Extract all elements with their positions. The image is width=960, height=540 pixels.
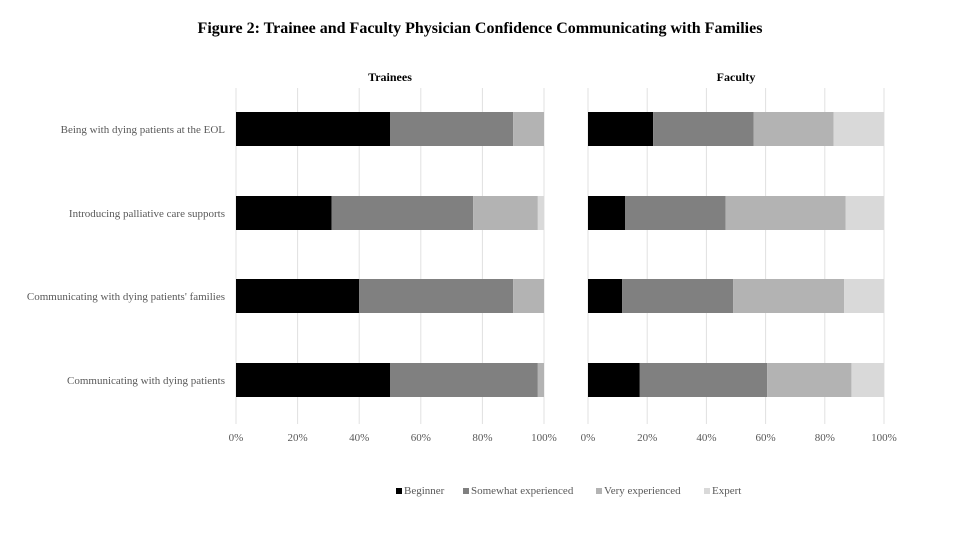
legend-swatch-expert bbox=[704, 488, 710, 494]
panel-faculty-bar-very-experienced bbox=[733, 279, 845, 313]
figure-title: Figure 2: Trainee and Faculty Physician … bbox=[197, 20, 763, 37]
panel-faculty-bar-expert bbox=[833, 112, 884, 146]
panel-faculty-bar-beginner bbox=[588, 363, 640, 397]
category-label: Communicating with dying patients bbox=[67, 375, 225, 387]
panel-faculty-tick-label: 0% bbox=[581, 432, 596, 444]
panel-trainees-bar-very-experienced bbox=[513, 112, 544, 146]
category-label: Communicating with dying patients' famil… bbox=[27, 291, 225, 303]
panel-faculty-bar-very-experienced bbox=[767, 363, 852, 397]
legend-swatch-very-experienced bbox=[596, 488, 602, 494]
legend-label: Beginner bbox=[404, 485, 445, 497]
panel-faculty-bar-very-experienced bbox=[725, 196, 846, 230]
panel-trainees-tick-label: 40% bbox=[349, 432, 369, 444]
legend-label: Somewhat experienced bbox=[471, 485, 574, 497]
category-label: Introducing palliative care supports bbox=[69, 208, 225, 220]
panel-faculty-bar-beginner bbox=[588, 112, 654, 146]
panel-trainees-bar-somewhat-experienced bbox=[390, 363, 538, 397]
panel-trainees-tick-label: 80% bbox=[472, 432, 492, 444]
panel-faculty-bar-somewhat-experienced bbox=[639, 363, 768, 397]
legend-swatch-beginner bbox=[396, 488, 402, 494]
category-label: Being with dying patients at the EOL bbox=[61, 124, 226, 136]
panel-faculty-tick-label: 100% bbox=[871, 432, 897, 444]
panel-trainees-tick-label: 0% bbox=[229, 432, 244, 444]
panel-faculty-bar-very-experienced bbox=[753, 112, 834, 146]
panel-faculty-bar-expert bbox=[845, 196, 884, 230]
panel-faculty-bar-beginner bbox=[588, 196, 625, 230]
panel-trainees-bar-somewhat-experienced bbox=[390, 112, 514, 146]
panel-trainees-bar-expert bbox=[537, 196, 544, 230]
panel-faculty-tick-label: 80% bbox=[815, 432, 835, 444]
panel-trainees-bar-very-experienced bbox=[513, 279, 544, 313]
panel-trainees-bar-somewhat-experienced bbox=[359, 279, 514, 313]
panel-faculty-bar-expert bbox=[851, 363, 884, 397]
panel-trainees-bar-somewhat-experienced bbox=[331, 196, 474, 230]
panel-trainees-bar-beginner bbox=[236, 279, 360, 313]
panel-trainees-bar-beginner bbox=[236, 363, 390, 397]
legend-label: Expert bbox=[712, 485, 741, 497]
panel-trainees-bar-beginner bbox=[236, 196, 332, 230]
legend-label: Very experienced bbox=[604, 485, 681, 497]
panel-faculty-bar-beginner bbox=[588, 279, 623, 313]
panel-faculty-tick-label: 40% bbox=[696, 432, 716, 444]
panel-trainees-bar-very-experienced bbox=[473, 196, 538, 230]
panel-faculty-bar-somewhat-experienced bbox=[622, 279, 734, 313]
panel-trainees-tick-label: 100% bbox=[531, 432, 557, 444]
panel-faculty-tick-label: 60% bbox=[756, 432, 776, 444]
panel-faculty-bar-somewhat-experienced bbox=[625, 196, 726, 230]
panel-trainees-bar-very-experienced bbox=[537, 363, 544, 397]
panel-faculty-bar-expert bbox=[844, 279, 884, 313]
panel-faculty-bar-somewhat-experienced bbox=[653, 112, 754, 146]
panel-trainees-bar-beginner bbox=[236, 112, 390, 146]
panel-trainees-tick-label: 60% bbox=[411, 432, 431, 444]
panel-faculty-tick-label: 20% bbox=[637, 432, 657, 444]
panel-trainees-title: Trainees bbox=[368, 70, 412, 84]
legend-swatch-somewhat-experienced bbox=[463, 488, 469, 494]
panel-faculty-title: Faculty bbox=[717, 70, 756, 84]
panel-trainees-tick-label: 20% bbox=[288, 432, 308, 444]
